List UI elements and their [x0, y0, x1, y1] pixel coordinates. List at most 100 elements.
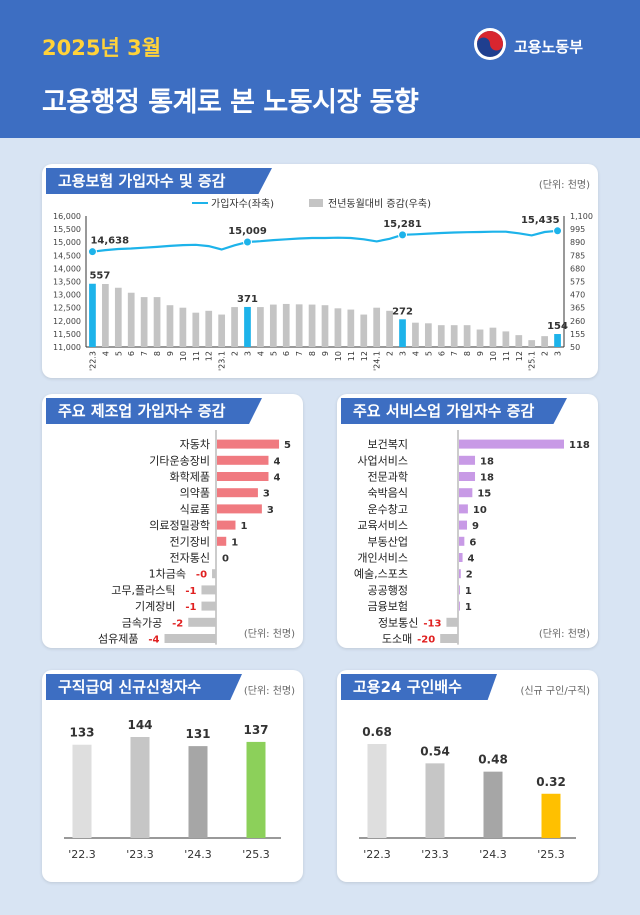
increase-bar: [424, 323, 432, 347]
increase-bar-label: 272: [392, 306, 413, 317]
x-axis-tick: 9: [476, 351, 485, 356]
x-axis-tick: 12: [360, 351, 369, 361]
x-axis-tick: 3: [399, 351, 408, 356]
value-label: 0.68: [362, 725, 392, 739]
x-axis-tick: 10: [334, 351, 343, 361]
value-label: 0: [222, 554, 229, 565]
x-axis-tick: '22.3: [88, 351, 97, 371]
category-label: 예술,스포츠: [354, 568, 408, 581]
right-axis-tick: 995: [570, 225, 585, 234]
value-label: 1: [465, 602, 472, 613]
left-axis-tick: 13,000: [53, 291, 81, 300]
increase-bar: [450, 325, 458, 347]
x-axis-tick: 6: [437, 351, 446, 356]
increase-bar: [321, 305, 329, 347]
category-label: 부동산업: [368, 535, 408, 548]
legend-bar-label: 전년동월대비 증감(우축): [328, 198, 431, 210]
value-label: 9: [472, 521, 479, 532]
category-label: 의약품: [180, 486, 210, 500]
increase-bar: [269, 304, 277, 347]
insured-line: [92, 229, 558, 253]
value-bar: [459, 488, 473, 498]
value-label: 1: [231, 537, 238, 548]
left-axis-tick: 16,000: [53, 212, 81, 221]
value-label: 10: [473, 505, 487, 516]
services-chart: 보건복지 118 사업서비스 18 전문과학 18 숙박음식 15 운수창고 10 교육서비스 9 부동…: [354, 430, 590, 646]
category-label: 기타운송장비: [149, 454, 210, 467]
increase-bar: [399, 319, 406, 347]
right-axis-tick: 365: [570, 304, 585, 313]
left-axis-tick: 11,000: [53, 343, 81, 352]
right-axis-tick: 50: [570, 343, 580, 352]
category-label: 사업서비스: [357, 454, 408, 467]
category-label: 전자통신: [170, 552, 210, 565]
value-bar: [217, 536, 227, 546]
increase-bar: [218, 314, 226, 347]
left-axis-tick: 11,500: [53, 330, 81, 339]
category-label: 금속가공: [122, 616, 162, 629]
insured-line-point: [87, 247, 97, 257]
x-axis-tick: 7: [140, 351, 149, 356]
value-label: 1: [465, 586, 472, 597]
value-bar: [72, 744, 92, 838]
value-label: 137: [243, 723, 268, 737]
value-label: 0.48: [478, 753, 508, 767]
x-axis-tick: 5: [269, 351, 278, 356]
category-label: 운수창고: [368, 503, 408, 516]
category-label: 숙박음식: [368, 487, 408, 500]
increase-bar: [373, 307, 381, 347]
value-bar: [367, 744, 387, 838]
org-name: 고용노동부: [514, 38, 584, 56]
value-label: 1: [240, 521, 247, 532]
increase-bar: [347, 309, 355, 347]
x-axis-tick: '23.3: [421, 848, 449, 861]
manufacturing-panel: 주요 제조업 가입자수 증감 (단위: 천명) 자동차 5 기타운송장비 4 화학제품 4…: [42, 394, 303, 648]
x-axis-tick: '23.1: [218, 351, 227, 371]
x-axis-tick: 5: [114, 351, 123, 356]
jobs-chart: 0.68 '22.3 0.54 '23.3 0.48 '24.3 0.32 '25.3: [359, 725, 576, 861]
increase-bar: [114, 287, 122, 347]
x-axis-tick: 12: [205, 351, 214, 361]
value-bar: [459, 520, 468, 530]
increase-bar: [231, 307, 238, 347]
x-axis-tick: 2: [541, 351, 550, 356]
category-label: 1차금속: [149, 568, 186, 581]
jobs-unit: (신규 구인/구직): [520, 686, 590, 697]
value-bar: [164, 634, 216, 643]
x-axis-tick: 11: [192, 351, 201, 361]
increase-bar: [127, 292, 135, 347]
value-bar: [217, 488, 258, 498]
value-bar: [201, 585, 216, 595]
x-axis-tick: 8: [463, 351, 472, 356]
value-bar: [459, 455, 476, 465]
value-label: 18: [480, 456, 494, 467]
value-bar: [217, 520, 236, 530]
increase-bar-label: 371: [237, 294, 258, 305]
x-axis-tick: 3: [554, 351, 563, 356]
x-axis-tick: 7: [295, 351, 304, 356]
value-bar: [459, 569, 461, 579]
claims-unit: (단위: 천명): [243, 686, 295, 697]
increase-bar: [140, 297, 148, 347]
x-axis-tick: 8: [153, 351, 162, 356]
x-axis-tick: '23.3: [126, 848, 154, 861]
value-label: -0: [196, 570, 207, 581]
report-date: 2025년 3월: [42, 36, 162, 60]
x-axis-tick: 9: [321, 351, 330, 356]
increase-bar: [489, 327, 497, 347]
value-bar: [425, 763, 445, 838]
manufacturing-unit: (단위: 천명): [243, 629, 295, 640]
increase-bar: [412, 322, 419, 347]
increase-bar: [334, 308, 342, 347]
manufacturing-tab-title: 주요 제조업 가입자수 증감: [46, 398, 262, 424]
value-label: 144: [127, 718, 152, 732]
right-axis-tick: 890: [570, 238, 585, 247]
increase-bar: [502, 331, 510, 347]
right-axis-tick: 470: [570, 291, 585, 300]
left-axis-tick: 14,000: [53, 264, 81, 273]
value-label: 133: [69, 726, 94, 740]
category-label: 개인서비스: [357, 552, 408, 565]
claims-chart: 133 '22.3 144 '23.3 131 '24.3 137 '25.3: [64, 718, 281, 861]
increase-bar: [360, 314, 368, 347]
increase-bar: [192, 312, 200, 347]
